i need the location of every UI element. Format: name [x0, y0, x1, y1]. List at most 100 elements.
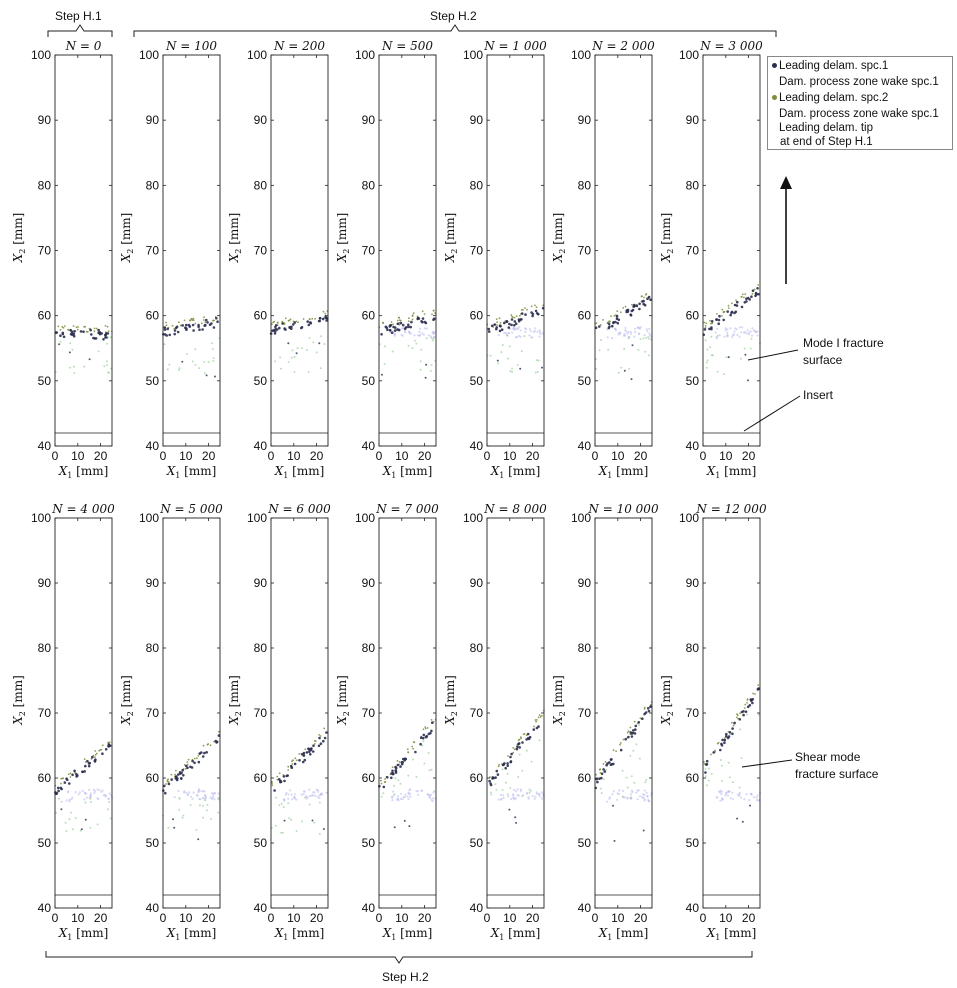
lead1-point [416, 317, 420, 321]
y-axis-label: X2 [mm] [11, 675, 27, 726]
panel-points [162, 316, 221, 378]
y-tick-label: 60 [146, 309, 160, 323]
y-axis-label: X2 [mm] [119, 213, 135, 264]
wake1-point [704, 775, 707, 778]
wake2-point [738, 335, 741, 338]
lead1-point [399, 321, 403, 325]
wake2-point [716, 796, 719, 799]
lead2-point [538, 714, 541, 716]
lead1-point [744, 710, 748, 713]
lead1-point [167, 782, 171, 786]
wake2-point [190, 795, 193, 798]
wake1-point [705, 366, 708, 369]
lead2-point [396, 319, 399, 322]
lead2-point [743, 707, 746, 709]
x-tick-label: 10 [611, 911, 625, 925]
lead1-point [631, 308, 635, 312]
lead2-point [297, 321, 299, 324]
lead1-point [205, 318, 208, 322]
lead2-point [496, 324, 498, 326]
lead1-point [736, 300, 739, 304]
y-tick-label: 50 [362, 374, 376, 388]
wake1-point [511, 367, 513, 370]
lead1-point [318, 342, 321, 345]
wake2-point [197, 788, 201, 791]
lead1-point [81, 770, 84, 774]
y-axis-label: X2 [mm] [443, 675, 459, 726]
lead2-point [411, 745, 413, 748]
wake2-point [86, 796, 89, 799]
wake2-point [718, 334, 721, 337]
wake2-point [325, 791, 328, 794]
wake2-point [621, 789, 625, 793]
lead1-point [424, 735, 428, 739]
wake1-point [705, 361, 708, 364]
x-axis-label: X1 [mm] [166, 926, 217, 942]
wake2-point [524, 328, 528, 331]
lead1-point [180, 771, 183, 775]
wake2-point [432, 797, 435, 800]
y-tick-label: 70 [38, 244, 52, 258]
lead2-point [57, 325, 60, 328]
lead2-point [703, 761, 705, 763]
lead2-point [722, 311, 725, 314]
panel-title: N = 8 000 [483, 502, 547, 516]
panel-points [594, 293, 653, 381]
wake2-point [642, 793, 645, 796]
lead1-point [537, 312, 540, 316]
wake2-point [726, 334, 729, 337]
wake1-point [275, 796, 278, 799]
y-tick-label: 80 [470, 178, 484, 192]
x-tick-label: 20 [634, 449, 648, 463]
lead1-point [309, 753, 312, 756]
wake2-point [506, 793, 509, 796]
wake1-point [89, 801, 92, 804]
wake1-point [291, 349, 294, 352]
wake1-point [428, 769, 431, 772]
x-tick-label: 0 [700, 911, 707, 925]
wake2-point [312, 791, 315, 794]
shear-label-line2: fracture surface [795, 767, 879, 781]
y-axis-label: X2 [mm] [551, 675, 567, 726]
panel-frame [702, 54, 761, 447]
lead1-point [519, 367, 522, 370]
lead1-point [612, 762, 615, 766]
wake2-point [200, 789, 203, 793]
lead1-point [740, 305, 744, 309]
y-tick-label: 80 [146, 178, 160, 192]
wake1-point [308, 803, 311, 806]
lead1-point [300, 326, 304, 329]
x-tick-label: 20 [526, 911, 540, 925]
lead2-point [197, 755, 200, 757]
lead1-point [215, 317, 218, 320]
lead1-point [163, 333, 167, 336]
wake2-point [423, 327, 426, 330]
lead2-point [629, 726, 632, 729]
step-bracket [47, 24, 113, 37]
lead2-point [424, 726, 427, 728]
wake2-point [750, 334, 754, 337]
wake2-point [519, 329, 522, 332]
lead2-point [291, 763, 294, 765]
lead1-point [429, 731, 432, 735]
lead2-point [323, 727, 326, 730]
wake2-point [719, 799, 722, 802]
lead2-point [602, 763, 605, 765]
lead2-point [289, 318, 292, 321]
lead1-point [493, 323, 497, 326]
wake2-point [636, 798, 639, 801]
lead2-point [204, 321, 207, 324]
y-axis-label: X2 [mm] [659, 675, 675, 726]
wake1-point [296, 347, 299, 350]
wake2-point [524, 330, 527, 334]
x-tick-label: 10 [71, 911, 85, 925]
wake2-point [714, 331, 717, 334]
wake2-point [512, 793, 515, 796]
wake1-point [732, 781, 734, 784]
wake2-point [535, 792, 539, 795]
lead1-point [638, 302, 641, 306]
lead1-point [319, 742, 323, 745]
